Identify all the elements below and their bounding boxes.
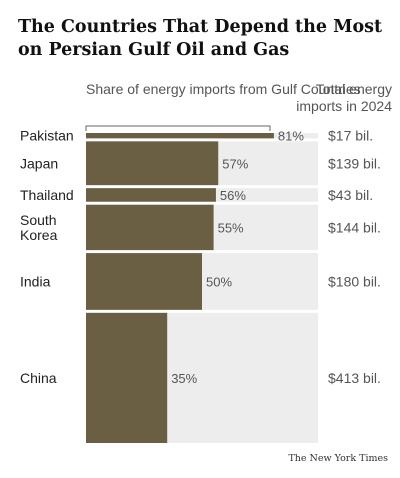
- value-label-south-korea: 55%: [218, 220, 244, 235]
- category-label-india: India: [20, 273, 51, 289]
- share-column-header: Share of energy imports from Gulf Countr…: [86, 81, 361, 97]
- total-label-south-korea: $144 bil.: [328, 219, 381, 235]
- chart-title: The Countries That Depend the Most on Pe…: [18, 17, 383, 60]
- value-label-india: 50%: [206, 274, 232, 289]
- bar-pakistan: [86, 133, 274, 139]
- source-credit: The New York Times: [288, 453, 388, 464]
- bar-india: [86, 253, 202, 310]
- bar-china: [86, 312, 168, 443]
- total-column-header: Total energy imports in 2024: [296, 81, 392, 114]
- value-label-thailand: 56%: [220, 188, 246, 203]
- value-label-pakistan: 81%: [278, 129, 304, 144]
- total-label-thailand: $43 bil.: [328, 187, 373, 203]
- category-label-china: China: [20, 370, 57, 386]
- value-label-japan: 57%: [222, 156, 248, 171]
- total-label-china: $413 bil.: [328, 370, 381, 386]
- bar-thailand: [86, 188, 216, 202]
- total-label-pakistan: $17 bil.: [328, 128, 373, 144]
- category-label-thailand: Thailand: [20, 187, 74, 203]
- category-label-south-korea: South Korea: [20, 212, 58, 243]
- total-label-india: $180 bil.: [328, 273, 381, 289]
- category-label-japan: Japan: [20, 155, 58, 171]
- total-label-japan: $139 bil.: [328, 155, 381, 171]
- value-label-china: 35%: [171, 371, 197, 386]
- category-label-pakistan: Pakistan: [20, 128, 74, 144]
- bar-japan: [86, 141, 219, 186]
- bar-south-korea: [86, 204, 214, 251]
